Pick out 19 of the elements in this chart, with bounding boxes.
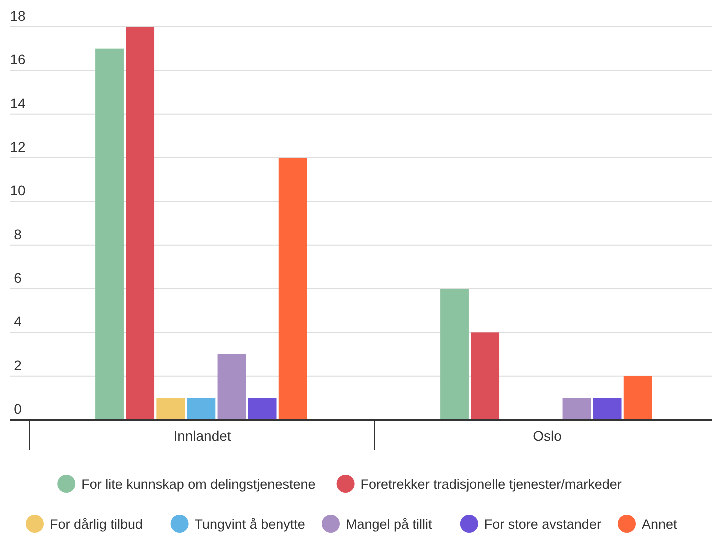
y-tick-label: 18 — [10, 8, 26, 24]
y-tick-label: 14 — [10, 95, 26, 112]
y-tick-label: 16 — [10, 52, 26, 68]
legend-label: Foretrekker tradisjonelle tjenester/markeder — [360, 477, 622, 492]
y-tick-label: 10 — [10, 182, 26, 199]
y-tick-label: 4 — [14, 314, 22, 330]
y-tick-label: 12 — [10, 139, 26, 155]
y-tick-label: 8 — [14, 226, 22, 242]
y-tick-label: 6 — [14, 270, 22, 286]
legend-label: For dårlig tilbud — [50, 517, 144, 532]
legend-label: Annet — [642, 517, 678, 532]
legend-label: Mangel på tillit — [346, 517, 433, 532]
legend-label: Tungvint å benytte — [194, 517, 306, 532]
x-tick-label: Innlandet — [174, 428, 232, 444]
legend-label: For store avstander — [484, 517, 602, 532]
y-tick-label: 0 — [14, 401, 22, 417]
legend-label: For lite kunnskap om delingstjenestene — [82, 477, 316, 492]
y-tick-label: 2 — [14, 357, 22, 374]
x-tick-label: Oslo — [533, 428, 562, 444]
